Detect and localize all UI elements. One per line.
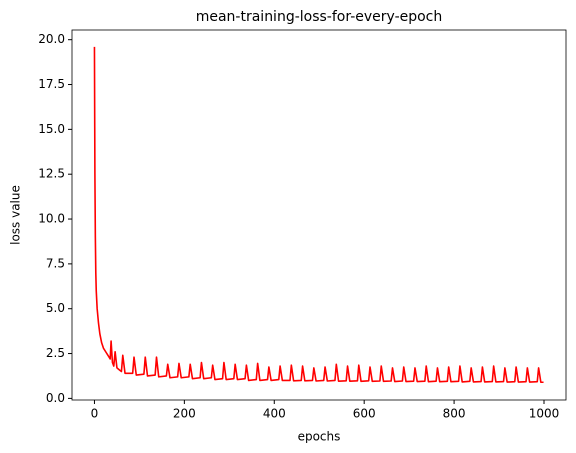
- y-axis-label: loss value: [9, 185, 23, 245]
- y-tick-label: 10.0: [38, 212, 65, 226]
- x-tick-label: 800: [443, 407, 466, 421]
- x-tick-label: 600: [353, 407, 376, 421]
- y-tick-label: 12.5: [38, 167, 65, 181]
- y-tick-label: 0.0: [46, 391, 65, 405]
- y-tick-label: 7.5: [46, 256, 65, 270]
- y-tick-label: 17.5: [38, 77, 65, 91]
- x-tick-label: 200: [173, 407, 196, 421]
- x-axis-label: epochs: [298, 430, 341, 444]
- x-tick-label: 0: [91, 407, 99, 421]
- y-tick-label: 20.0: [38, 32, 65, 46]
- x-tick-label: 1000: [529, 407, 560, 421]
- loss-line: [93, 46, 544, 384]
- y-tick-label: 5.0: [46, 301, 65, 315]
- y-tick-label: 15.0: [38, 122, 65, 136]
- x-tick-label: 400: [263, 407, 286, 421]
- y-tick-label: 2.5: [46, 346, 65, 360]
- plot-frame: [71, 29, 567, 401]
- chart-title: mean-training-loss-for-every-epoch: [196, 9, 443, 25]
